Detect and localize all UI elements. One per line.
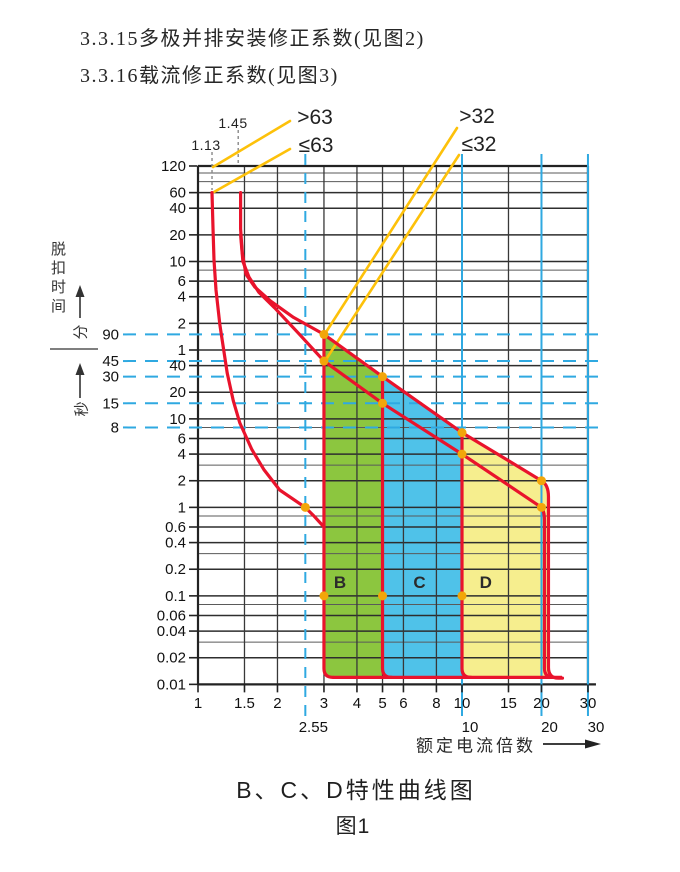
y-axis-label-sec: 0.04 — [157, 623, 186, 640]
marker-dot — [378, 372, 388, 382]
x-axis-label: 30 — [580, 695, 597, 712]
x-axis-label: 6 — [399, 695, 407, 712]
leader-line — [323, 153, 461, 363]
region-fill-D — [462, 432, 549, 678]
y-axis-label-sec: 0.06 — [157, 608, 186, 625]
x-axis-label: 10 — [454, 695, 471, 712]
secondary-x-label: 10 — [462, 719, 479, 736]
x-axis-label: 15 — [500, 695, 517, 712]
marker-dot — [319, 356, 329, 366]
y-axis-label-min: 2 — [178, 315, 186, 332]
annotation-le32: ≤32 — [461, 133, 497, 156]
y-axis-label-sec: 0.4 — [165, 535, 186, 552]
y-axis-label-sec: 4 — [178, 446, 186, 463]
y-axis-label-min: 120 — [161, 158, 186, 175]
y-axis-label-sec: 0.2 — [165, 561, 186, 578]
x-axis-label: 20 — [533, 695, 550, 712]
seconds-mark-label: 15 — [102, 395, 119, 412]
secondary-x-label: 20 — [541, 719, 558, 736]
x-axis-label: 3 — [320, 695, 328, 712]
annotation-le63: ≤63 — [298, 134, 334, 157]
y-axis-label-min: 20 — [169, 227, 186, 244]
seconds-mark-label: 30 — [102, 369, 119, 386]
x-axis-label: 2 — [273, 695, 281, 712]
y-axis-label-sec: 1 — [178, 499, 186, 516]
x-axis-label: 1.5 — [234, 695, 255, 712]
y-axis-label-min: 4 — [178, 289, 186, 306]
annotation-gt63: >63 — [297, 106, 333, 129]
x-axis-label: 1 — [194, 695, 202, 712]
section-heading-3316: 3.3.16载流修正系数(见图3) — [80, 65, 339, 87]
y-axis-label-sec: 2 — [178, 473, 186, 490]
y-axis-label-sec: 0.1 — [165, 588, 186, 605]
marker-dot — [536, 476, 546, 486]
leader-line — [211, 119, 292, 169]
y-axis-label-sec: 0.02 — [157, 650, 186, 667]
y-axis-label-min: 40 — [169, 200, 186, 217]
x-axis-title: 额定电流倍数 — [416, 736, 536, 756]
curve-thermal-trip-1.13In — [210, 191, 326, 529]
region-letter-B: B — [334, 573, 346, 592]
leader-line — [212, 147, 292, 194]
marker-dot — [457, 428, 467, 438]
region-letter-C: C — [413, 573, 425, 592]
annotation-1.45: 1.45 — [218, 115, 248, 131]
y-axis-label-min: 10 — [169, 254, 186, 271]
seconds-axis-arrowhead-icon — [75, 363, 85, 375]
figure-number: 图1 — [335, 815, 371, 838]
x-axis-arrowhead-icon — [585, 739, 601, 749]
y-axis-label-sec: 20 — [169, 384, 186, 401]
marker-dot — [378, 591, 388, 601]
region-letter-D: D — [480, 573, 492, 592]
y-axis-unit-seconds: 秒 — [73, 401, 91, 417]
x-axis-label: 5 — [378, 695, 386, 712]
annotation-1.13: 1.13 — [191, 137, 221, 153]
marker-dot — [378, 398, 388, 408]
marker-dot — [457, 449, 467, 459]
marker-dot — [536, 502, 546, 512]
secondary-x-label: 30 — [588, 719, 605, 736]
marker-dot — [319, 591, 329, 601]
y-axis-label-min: 1 — [178, 342, 186, 359]
y-axis-label-min: 60 — [169, 185, 186, 202]
chart-caption: B、C、D特性曲线图 — [236, 777, 476, 803]
marker-dot — [457, 591, 467, 601]
y-axis-label-sec: 10 — [169, 411, 186, 428]
region-left-edge-B — [322, 332, 335, 679]
section-heading-3315: 3.3.15多极并排安装修正系数(见图2) — [80, 28, 425, 50]
curve-lower-trip-limit — [239, 233, 556, 679]
y-axis-label-sec: 6 — [178, 431, 186, 448]
x-axis-label: 8 — [432, 695, 440, 712]
seconds-mark-label: 90 — [102, 326, 119, 343]
y-axis-label-sec: 0.6 — [165, 519, 186, 536]
y-axis-label-sec: 0.01 — [157, 676, 186, 693]
minutes-axis-arrowhead-icon — [75, 285, 85, 297]
marker-dot — [319, 329, 329, 339]
secondary-x-label: 2.55 — [299, 719, 328, 736]
marker-dot — [300, 502, 310, 512]
leader-line — [323, 126, 459, 336]
y-axis-unit-minutes: 分 — [72, 324, 90, 340]
region-fill-B — [323, 334, 383, 678]
y-axis-title: 脱扣时间 — [51, 241, 67, 315]
y-axis-label-min: 6 — [178, 273, 186, 290]
annotation-gt32: >32 — [459, 105, 495, 128]
seconds-mark-label: 8 — [111, 419, 119, 436]
x-axis-label: 4 — [353, 695, 361, 712]
seconds-mark-label: 45 — [102, 353, 119, 370]
y-axis-label-sec: 40 — [169, 358, 186, 375]
